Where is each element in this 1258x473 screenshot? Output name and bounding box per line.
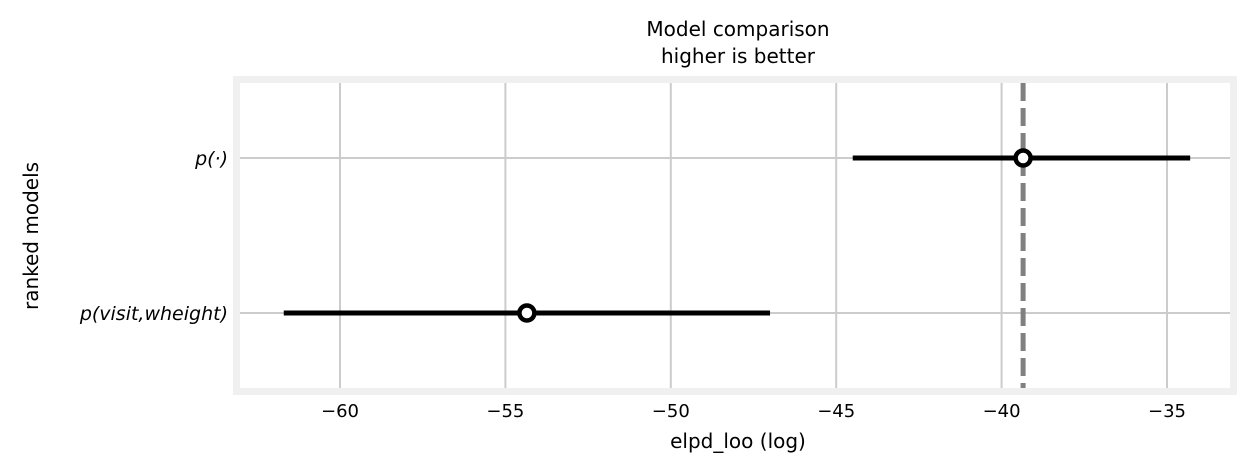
model-point [1013, 148, 1033, 168]
model-label: p(·) [194, 148, 228, 170]
chart-title: Model comparison [646, 17, 829, 41]
x-tick-label: −55 [486, 401, 524, 422]
y-axis-label: ranked models [19, 162, 43, 310]
x-tick-labels: −60 −55 −50 −45 −40 −35 [321, 401, 1186, 422]
grid-lines [240, 83, 1230, 388]
x-tick-label: −40 [983, 401, 1021, 422]
x-tick-label: −60 [321, 401, 359, 422]
model-intervals [283, 148, 1191, 323]
x-tick-label: −45 [817, 401, 855, 422]
chart-subtitle: higher is better [661, 44, 816, 68]
model-label: p(visit,wheight) [79, 303, 228, 325]
plot-frame [233, 76, 1237, 395]
x-tick-label: −35 [1148, 401, 1186, 422]
model-point [517, 303, 537, 323]
x-axis-label: elpd_loo (log) [670, 429, 806, 453]
x-tick-label: −50 [652, 401, 690, 422]
y-tick-labels: p(·) p(visit,wheight) [79, 148, 228, 325]
